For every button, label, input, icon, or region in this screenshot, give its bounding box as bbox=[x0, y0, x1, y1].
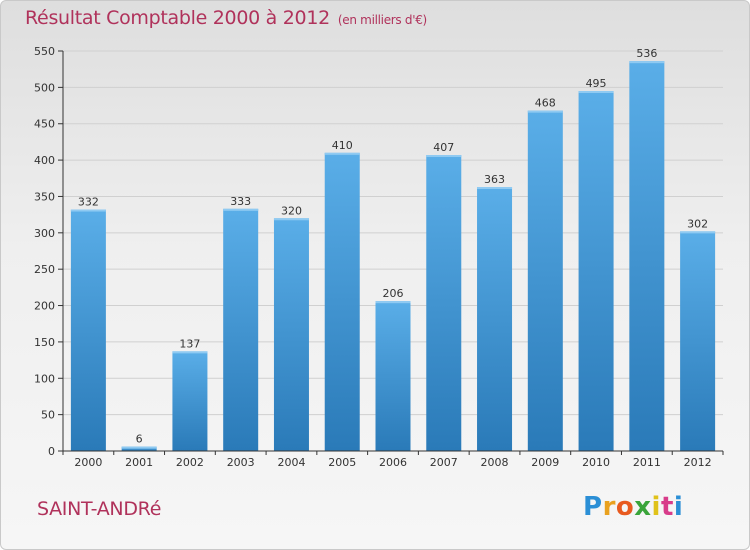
bar-highlight bbox=[375, 301, 411, 304]
bar-highlight bbox=[223, 208, 259, 211]
bar-highlight bbox=[273, 218, 309, 221]
value-label-2009: 468 bbox=[535, 97, 556, 110]
bar-highlight bbox=[324, 152, 360, 155]
bar-2000 bbox=[70, 209, 106, 451]
bar-2009 bbox=[527, 110, 563, 452]
x-tick-label-2000: 2000 bbox=[74, 456, 102, 469]
bar-highlight bbox=[121, 446, 157, 449]
chart-title: Résultat Comptable 2000 à 2012 (en millie… bbox=[25, 7, 427, 29]
logo-letter: x bbox=[634, 492, 652, 522]
x-tick-label-2007: 2007 bbox=[430, 456, 458, 469]
bar-highlight bbox=[70, 209, 106, 212]
bar-2005 bbox=[324, 152, 360, 451]
y-tick-label: 0 bbox=[48, 445, 55, 458]
value-label-2000: 332 bbox=[78, 196, 99, 209]
bar-2011 bbox=[629, 61, 665, 451]
logo-letter: i bbox=[651, 492, 661, 522]
bar-2001 bbox=[121, 446, 157, 451]
logo-letter: r bbox=[602, 492, 616, 522]
bars bbox=[70, 61, 716, 452]
value-label-2001: 6 bbox=[136, 433, 143, 446]
bar-highlight bbox=[172, 351, 208, 354]
value-label-2010: 495 bbox=[586, 77, 607, 90]
x-tick-label-2003: 2003 bbox=[227, 456, 255, 469]
y-tick-label: 400 bbox=[34, 154, 55, 167]
logo-letter: o bbox=[615, 492, 635, 522]
value-label-2005: 410 bbox=[332, 139, 353, 152]
value-label-2003: 333 bbox=[230, 195, 251, 208]
value-label-2011: 536 bbox=[636, 47, 657, 60]
bar-2004 bbox=[273, 218, 309, 451]
bar-2002 bbox=[172, 351, 208, 451]
x-tick-label-2011: 2011 bbox=[633, 456, 661, 469]
x-tick-label-2008: 2008 bbox=[481, 456, 509, 469]
bar-highlight bbox=[527, 110, 563, 113]
y-tick-label: 500 bbox=[34, 81, 55, 94]
bar-2006 bbox=[375, 301, 411, 451]
x-tick-label-2001: 2001 bbox=[125, 456, 153, 469]
y-tick-label: 150 bbox=[34, 336, 55, 349]
bar-highlight bbox=[629, 61, 665, 64]
bar-highlight bbox=[426, 155, 462, 157]
y-tick-label: 100 bbox=[34, 372, 55, 385]
y-tick-label: 250 bbox=[34, 263, 55, 276]
chart-subtitle: (en milliers d'€) bbox=[337, 13, 427, 27]
bar-highlight bbox=[477, 187, 513, 189]
x-tick-label-2006: 2006 bbox=[379, 456, 407, 469]
y-tick-label: 50 bbox=[41, 409, 55, 422]
bar-highlight bbox=[578, 91, 614, 93]
value-label-2007: 407 bbox=[433, 141, 454, 154]
bar-2010 bbox=[578, 91, 614, 451]
x-tick-label-2005: 2005 bbox=[328, 456, 356, 469]
proxiti-logo: Proxiti bbox=[583, 492, 683, 522]
bar-highlight bbox=[680, 231, 716, 234]
value-label-2002: 137 bbox=[179, 337, 200, 350]
bar-2007 bbox=[426, 155, 462, 451]
logo-letter: P bbox=[583, 492, 603, 522]
x-axis: 2000 2001 2002 2003 2004 2005 2006 2007 2008 2009… bbox=[62, 450, 724, 469]
x-tick-label-2010: 2010 bbox=[582, 456, 610, 469]
x-tick-label-2002: 2002 bbox=[176, 456, 204, 469]
y-tick-label: 300 bbox=[34, 227, 55, 240]
y-tick-label: 550 bbox=[34, 45, 55, 58]
value-label-2004: 320 bbox=[281, 204, 302, 217]
title-text: Résultat Comptable 2000 à 2012 bbox=[25, 7, 330, 29]
bar-2012 bbox=[680, 231, 716, 451]
bar-2008 bbox=[477, 187, 513, 451]
bar-2003 bbox=[223, 208, 259, 451]
x-tick-label-2009: 2009 bbox=[531, 456, 559, 469]
place-name: SAINT-ANDRé bbox=[37, 498, 162, 520]
y-axis: 0 50 100 150 200 250 300 350 400 450 500 550 bbox=[34, 45, 64, 458]
logo-letter: t bbox=[660, 492, 674, 522]
y-tick-label: 200 bbox=[34, 300, 55, 313]
y-tick-label: 450 bbox=[34, 118, 55, 131]
value-label-2006: 206 bbox=[383, 287, 404, 300]
value-label-2012: 302 bbox=[687, 217, 708, 230]
value-label-2008: 363 bbox=[484, 173, 505, 186]
logo-letter: i bbox=[673, 492, 684, 522]
y-tick-label: 350 bbox=[34, 190, 55, 203]
value-labels: 332 6 137 333 320 410 206 407 363 468 495 536 302 bbox=[78, 47, 708, 445]
x-tick-label-2012: 2012 bbox=[684, 456, 712, 469]
x-tick-label-2004: 2004 bbox=[277, 456, 305, 469]
